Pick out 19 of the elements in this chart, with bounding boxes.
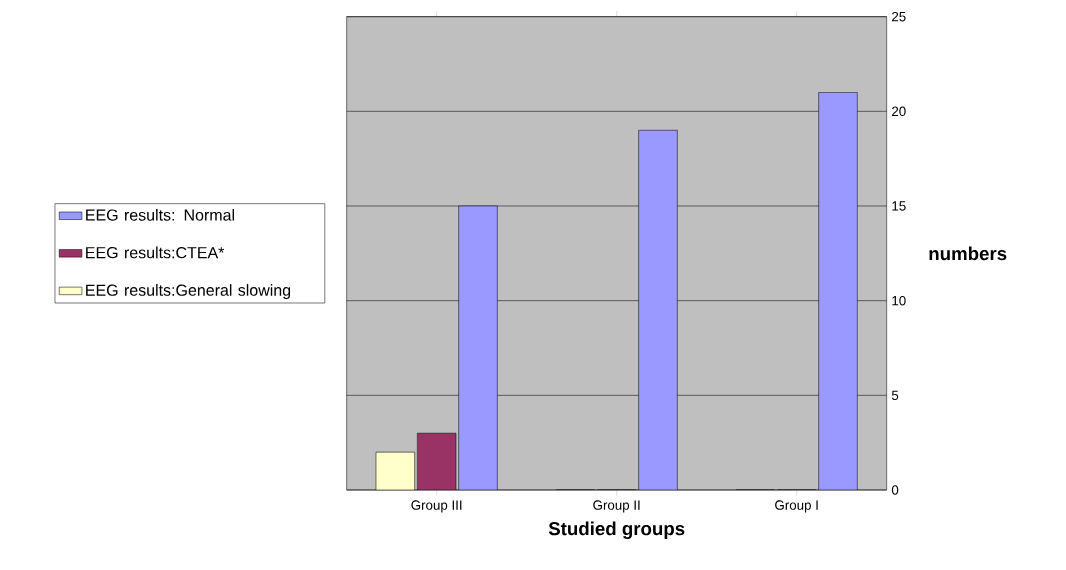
bar: [458, 205, 498, 490]
y-tick-label: 10: [892, 295, 906, 306]
x-axis-title: Studied groups: [548, 521, 685, 540]
y-tick-label: 20: [892, 106, 906, 117]
bar: [375, 451, 415, 490]
legend-label: EEG results: Normal: [86, 208, 234, 221]
y-tick-label: 0: [891, 485, 899, 495]
x-tick-label: Group III: [411, 500, 462, 513]
x-tick-label: Group I: [775, 500, 818, 513]
x-tick-label: Group II: [593, 500, 640, 513]
bar: [417, 432, 457, 490]
legend-label: EEG results:CTEA*: [86, 246, 225, 259]
legend-label: EEG results:General slowing: [86, 284, 291, 300]
bar: [638, 129, 678, 490]
y-tick-label: 15: [892, 201, 906, 211]
bar: [818, 92, 858, 490]
y-tick-label: 25: [892, 11, 906, 22]
y-axis-title: numbers: [929, 246, 1007, 261]
y-tick-label: 5: [891, 390, 899, 400]
